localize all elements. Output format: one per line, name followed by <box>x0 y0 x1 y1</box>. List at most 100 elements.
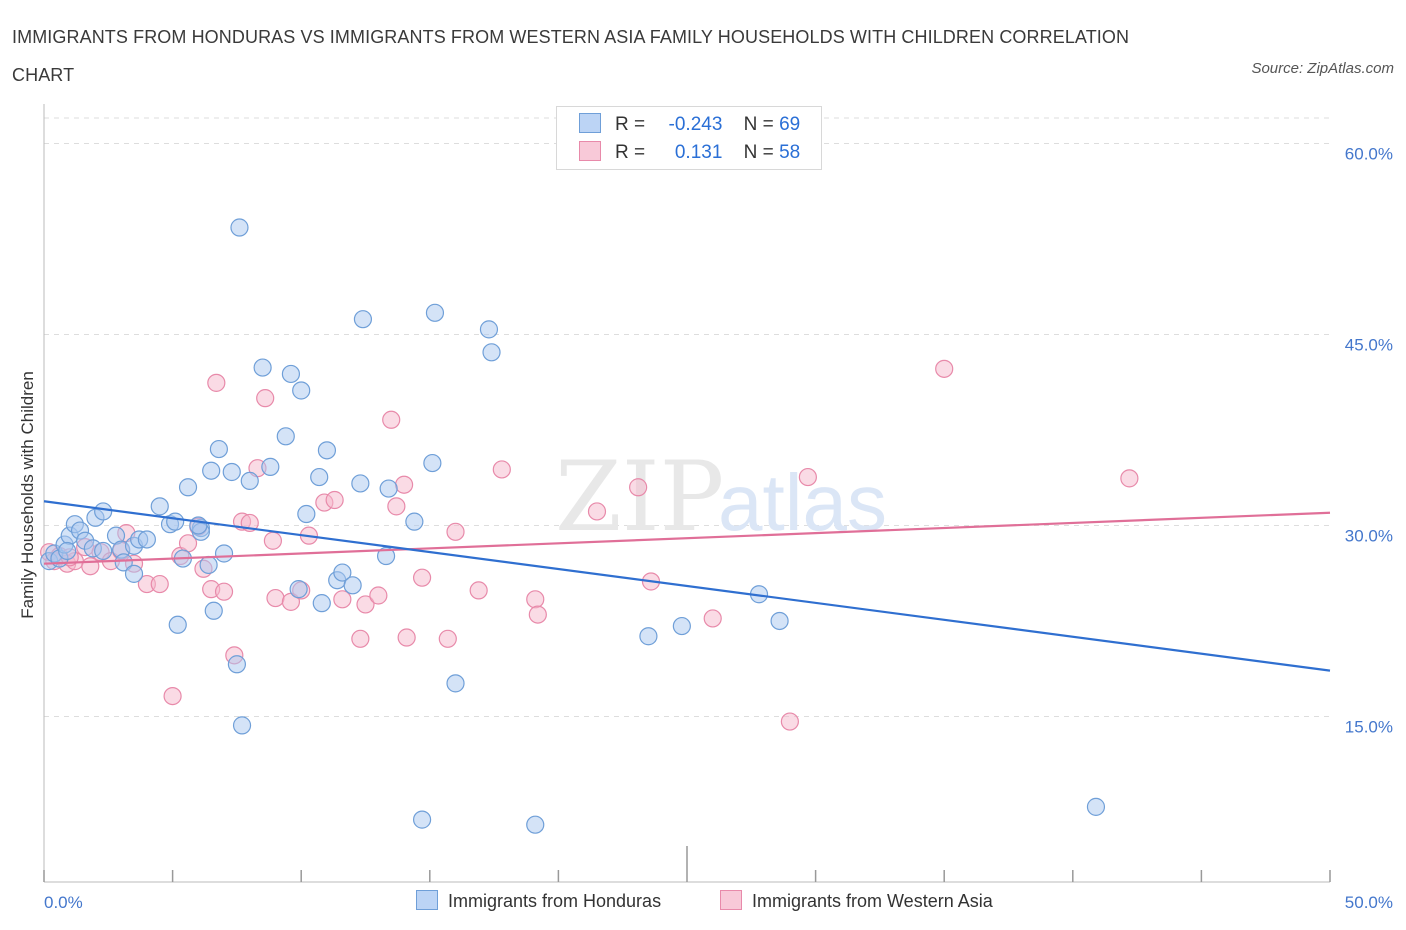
axes <box>43 104 1331 883</box>
data-point <box>124 564 144 583</box>
data-point <box>482 343 501 362</box>
data-point <box>240 471 259 490</box>
data-point <box>114 553 133 572</box>
trend-lines <box>43 500 1331 672</box>
data-point <box>446 674 465 693</box>
data-point <box>333 563 352 582</box>
data-point <box>207 373 226 392</box>
data-point <box>312 594 331 613</box>
data-point <box>935 359 954 378</box>
data-point <box>703 609 722 628</box>
series-legend: Immigrants from Honduras Immigrants from… <box>0 890 1406 914</box>
data-point <box>94 541 113 561</box>
source-label: Source: ZipAtlas.com <box>1251 60 1394 77</box>
data-point <box>412 568 432 587</box>
legend-row-honduras: R = -0.243 N = 69 <box>579 113 800 137</box>
data-point <box>343 576 362 595</box>
data-point <box>798 467 817 487</box>
data-point <box>376 546 396 566</box>
legend-r-value: 0.131 <box>674 142 723 163</box>
data-point <box>333 590 352 609</box>
series-label: Immigrants from Honduras <box>448 891 662 911</box>
data-point <box>214 544 234 563</box>
data-point <box>168 615 187 634</box>
data-point <box>587 502 607 521</box>
data-point <box>770 611 789 631</box>
data-point <box>204 601 223 620</box>
data-point <box>412 810 432 829</box>
data-point <box>353 310 373 329</box>
legend-swatch-pink <box>579 141 601 161</box>
y-tick-label: 60.0% <box>1345 144 1393 163</box>
data-point <box>292 381 311 400</box>
data-point <box>289 580 308 599</box>
legend-row-western-asia: R = 0.131 N = 58 <box>579 141 800 165</box>
data-point <box>297 504 316 524</box>
data-point <box>199 555 218 575</box>
data-point <box>446 522 465 541</box>
series-label: Immigrants from Western Asia <box>752 891 993 911</box>
y-tick-label: 30.0% <box>1345 526 1393 545</box>
data-point <box>492 460 511 479</box>
y-tick-label: 45.0% <box>1345 335 1393 354</box>
series-swatch-pink <box>720 890 742 910</box>
data-point <box>1086 797 1106 816</box>
y-tick-labels: 15.0% 30.0% 45.0% 60.0% <box>1345 144 1393 736</box>
data-point <box>356 595 375 614</box>
data-point <box>382 410 401 429</box>
data-point <box>276 427 295 446</box>
data-point <box>310 467 329 487</box>
data-point <box>81 557 100 576</box>
legend-n-label: N = <box>743 114 774 135</box>
data-point <box>163 686 182 706</box>
honduras-points <box>40 218 1106 834</box>
data-point <box>469 581 488 600</box>
data-point <box>137 530 156 549</box>
data-point <box>397 628 416 647</box>
series-swatch-blue <box>416 890 438 910</box>
data-point <box>94 502 113 521</box>
data-point <box>232 716 252 735</box>
legend-n-value: 58 <box>779 142 801 163</box>
legend-n-label: N = <box>743 142 774 163</box>
data-point <box>387 497 406 516</box>
data-point <box>425 303 445 322</box>
data-point <box>351 474 370 493</box>
watermark-zip: ZIP <box>555 441 724 553</box>
data-point <box>423 453 442 473</box>
data-point <box>672 616 691 636</box>
series-legend-western-asia: Immigrants from Western Asia <box>720 890 993 912</box>
chart-title: IMMIGRANTS FROM HONDURAS VS IMMIGRANTS F… <box>12 27 1130 85</box>
legend-r-label: R = <box>615 142 646 163</box>
series-legend-honduras: Immigrants from Honduras <box>416 890 661 912</box>
data-point <box>394 475 414 494</box>
data-point <box>227 655 246 674</box>
data-point <box>253 358 272 377</box>
x-tick-label-max: 50.0% <box>1345 893 1393 912</box>
data-point <box>150 497 169 516</box>
data-point <box>58 541 77 561</box>
data-point <box>405 512 424 531</box>
data-point <box>528 605 547 624</box>
data-point <box>230 218 249 237</box>
honduras-trend-line <box>43 500 1331 672</box>
data-point <box>639 627 658 646</box>
data-point <box>780 712 799 731</box>
correlation-legend: R = -0.243 N = 69 R = 0.131 N = 58 <box>556 106 822 170</box>
data-point <box>379 479 398 498</box>
data-point <box>325 490 344 510</box>
legend-swatch-blue <box>579 113 601 133</box>
data-point <box>263 531 283 550</box>
data-point <box>150 574 169 594</box>
y-tick-label: 15.0% <box>1345 717 1393 736</box>
data-point <box>479 320 499 339</box>
data-point <box>222 462 241 482</box>
data-point <box>256 389 275 408</box>
data-point <box>1120 469 1139 488</box>
data-point <box>317 441 337 460</box>
data-point <box>526 590 545 609</box>
data-point <box>202 461 221 480</box>
legend-r-value: -0.243 <box>668 114 723 135</box>
data-point <box>189 516 208 535</box>
